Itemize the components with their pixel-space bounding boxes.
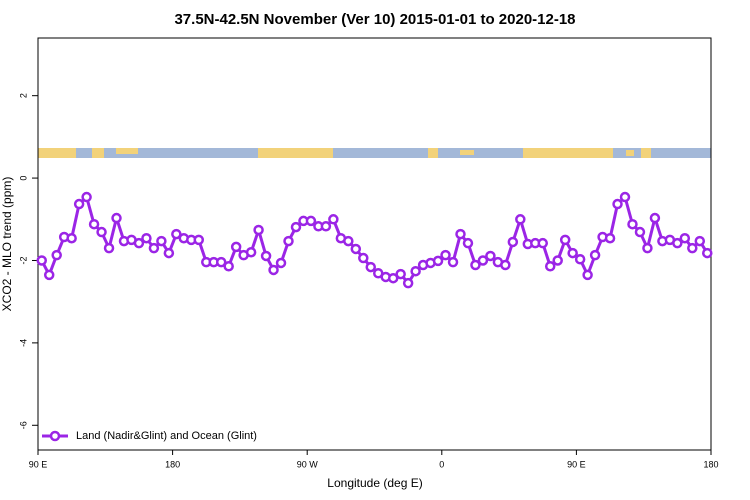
data-point (515, 214, 526, 225)
data-point (171, 228, 182, 240)
data-point (462, 237, 474, 249)
data-point (193, 234, 205, 246)
data-point (103, 242, 115, 254)
data-point (589, 249, 601, 261)
data-point (612, 198, 623, 210)
data-point (500, 259, 511, 271)
data-point (215, 256, 227, 268)
data-point (268, 264, 279, 276)
data-point (36, 255, 47, 266)
x-tick-label: 90 E (29, 459, 48, 469)
x-tick-label: 90 W (297, 459, 319, 469)
data-point (604, 232, 616, 244)
data-point (275, 257, 287, 269)
data-point (66, 232, 77, 244)
data-point (687, 242, 698, 254)
data-point (440, 249, 451, 261)
data-point (672, 237, 683, 249)
data-point (470, 259, 481, 271)
data-point (156, 235, 167, 247)
data-point (634, 226, 646, 238)
data-point (702, 247, 713, 259)
x-tick-label: 90 E (567, 459, 586, 469)
data-point (410, 265, 421, 277)
data-point (260, 250, 272, 262)
data-point (507, 236, 519, 248)
data-point (73, 198, 85, 210)
y-tick-label: -4 (18, 339, 28, 347)
data-point (432, 255, 444, 267)
data-point (537, 237, 548, 249)
data-point (567, 247, 578, 259)
data-point (582, 269, 593, 281)
legend-marker (49, 430, 61, 442)
data-point (627, 218, 638, 230)
data-point (223, 260, 234, 272)
data-point (320, 221, 332, 232)
data-point (96, 226, 107, 238)
y-tick-label: -2 (18, 256, 28, 264)
data-point (559, 234, 571, 246)
x-tick-label: 180 (165, 459, 180, 469)
data-point (350, 243, 362, 255)
data-point (133, 237, 145, 249)
data-point (230, 241, 242, 253)
data-point (283, 235, 294, 247)
data-point (395, 268, 406, 280)
data-point (485, 250, 496, 262)
data-point (111, 212, 122, 224)
data-point (51, 249, 62, 261)
y-tick-label: -6 (18, 421, 28, 429)
y-axis-title: XCO2 - MLO trend (ppm) (0, 177, 14, 312)
x-axis-title: Longitude (deg E) (327, 476, 422, 490)
data-point (619, 191, 631, 203)
data-point (552, 255, 563, 266)
data-point (694, 235, 706, 247)
data-point (365, 261, 377, 273)
data-point (387, 272, 399, 284)
data-point (477, 255, 489, 266)
data-point (544, 260, 556, 272)
data-point (141, 232, 152, 244)
y-tick-label: 0 (18, 176, 28, 181)
data-point (574, 253, 586, 265)
x-tick-label: 180 (703, 459, 718, 469)
data-point (328, 214, 339, 225)
data-point (163, 247, 175, 259)
data-point (455, 228, 466, 240)
data-point (447, 256, 459, 268)
x-tick-label: 0 (439, 459, 444, 469)
data-point (679, 232, 691, 244)
data-point (343, 235, 354, 247)
legend-label: Land (Nadir&Glint) and Ocean (Glint) (76, 430, 257, 442)
data-point (642, 242, 653, 254)
data-point (43, 269, 55, 281)
data-point (148, 242, 160, 254)
chart-title: 37.5N-42.5N November (Ver 10) 2015-01-01… (174, 11, 575, 28)
map-strip (38, 148, 711, 158)
data-point (358, 252, 369, 264)
data-point (245, 246, 257, 258)
data-point (649, 212, 661, 224)
data-point (253, 224, 264, 236)
data-point (305, 215, 317, 227)
data-point (402, 277, 414, 289)
data-point (88, 218, 100, 230)
y-tick-label: 2 (18, 93, 28, 98)
plot-frame (37, 37, 712, 451)
data-point (81, 191, 92, 203)
data-point (290, 221, 302, 233)
